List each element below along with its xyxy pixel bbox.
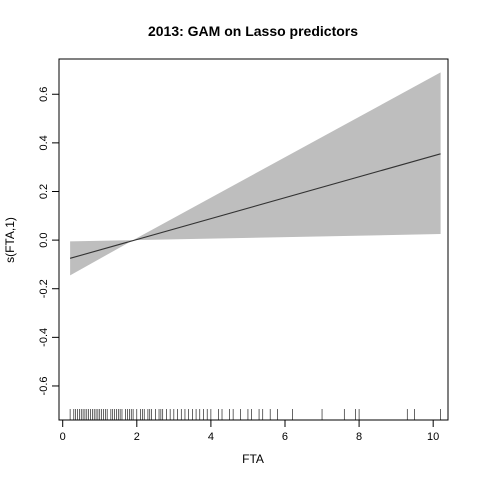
x-tick-label: 2	[134, 431, 140, 443]
y-axis-label: s(FTA,1)	[3, 217, 17, 263]
x-axis-label: FTA	[242, 452, 264, 466]
x-axis: 0 2 4 6 8 10	[60, 419, 439, 443]
y-tick-label: -0.4	[38, 328, 50, 347]
y-tick-label: 0.0	[38, 232, 50, 247]
chart-title: 2013: GAM on Lasso predictors	[148, 23, 358, 39]
plot-area	[69, 72, 441, 420]
y-tick-label: -0.2	[38, 279, 50, 298]
x-tick-label: 6	[282, 431, 288, 443]
x-tick-label: 0	[60, 431, 66, 443]
x-tick-label: 10	[427, 431, 439, 443]
x-tick-label: 4	[208, 431, 214, 443]
y-tick-label: -0.6	[38, 376, 50, 395]
y-axis: -0.6 -0.4 -0.2 0.0 0.2 0.4 0.6	[38, 87, 60, 395]
y-tick-label: 0.6	[38, 87, 50, 102]
rug-marks	[69, 409, 441, 420]
y-tick-label: 0.2	[38, 184, 50, 199]
fit-line	[69, 153, 441, 259]
x-tick-label: 8	[356, 431, 362, 443]
confidence-band	[70, 72, 441, 276]
y-tick-label: 0.4	[38, 135, 50, 150]
